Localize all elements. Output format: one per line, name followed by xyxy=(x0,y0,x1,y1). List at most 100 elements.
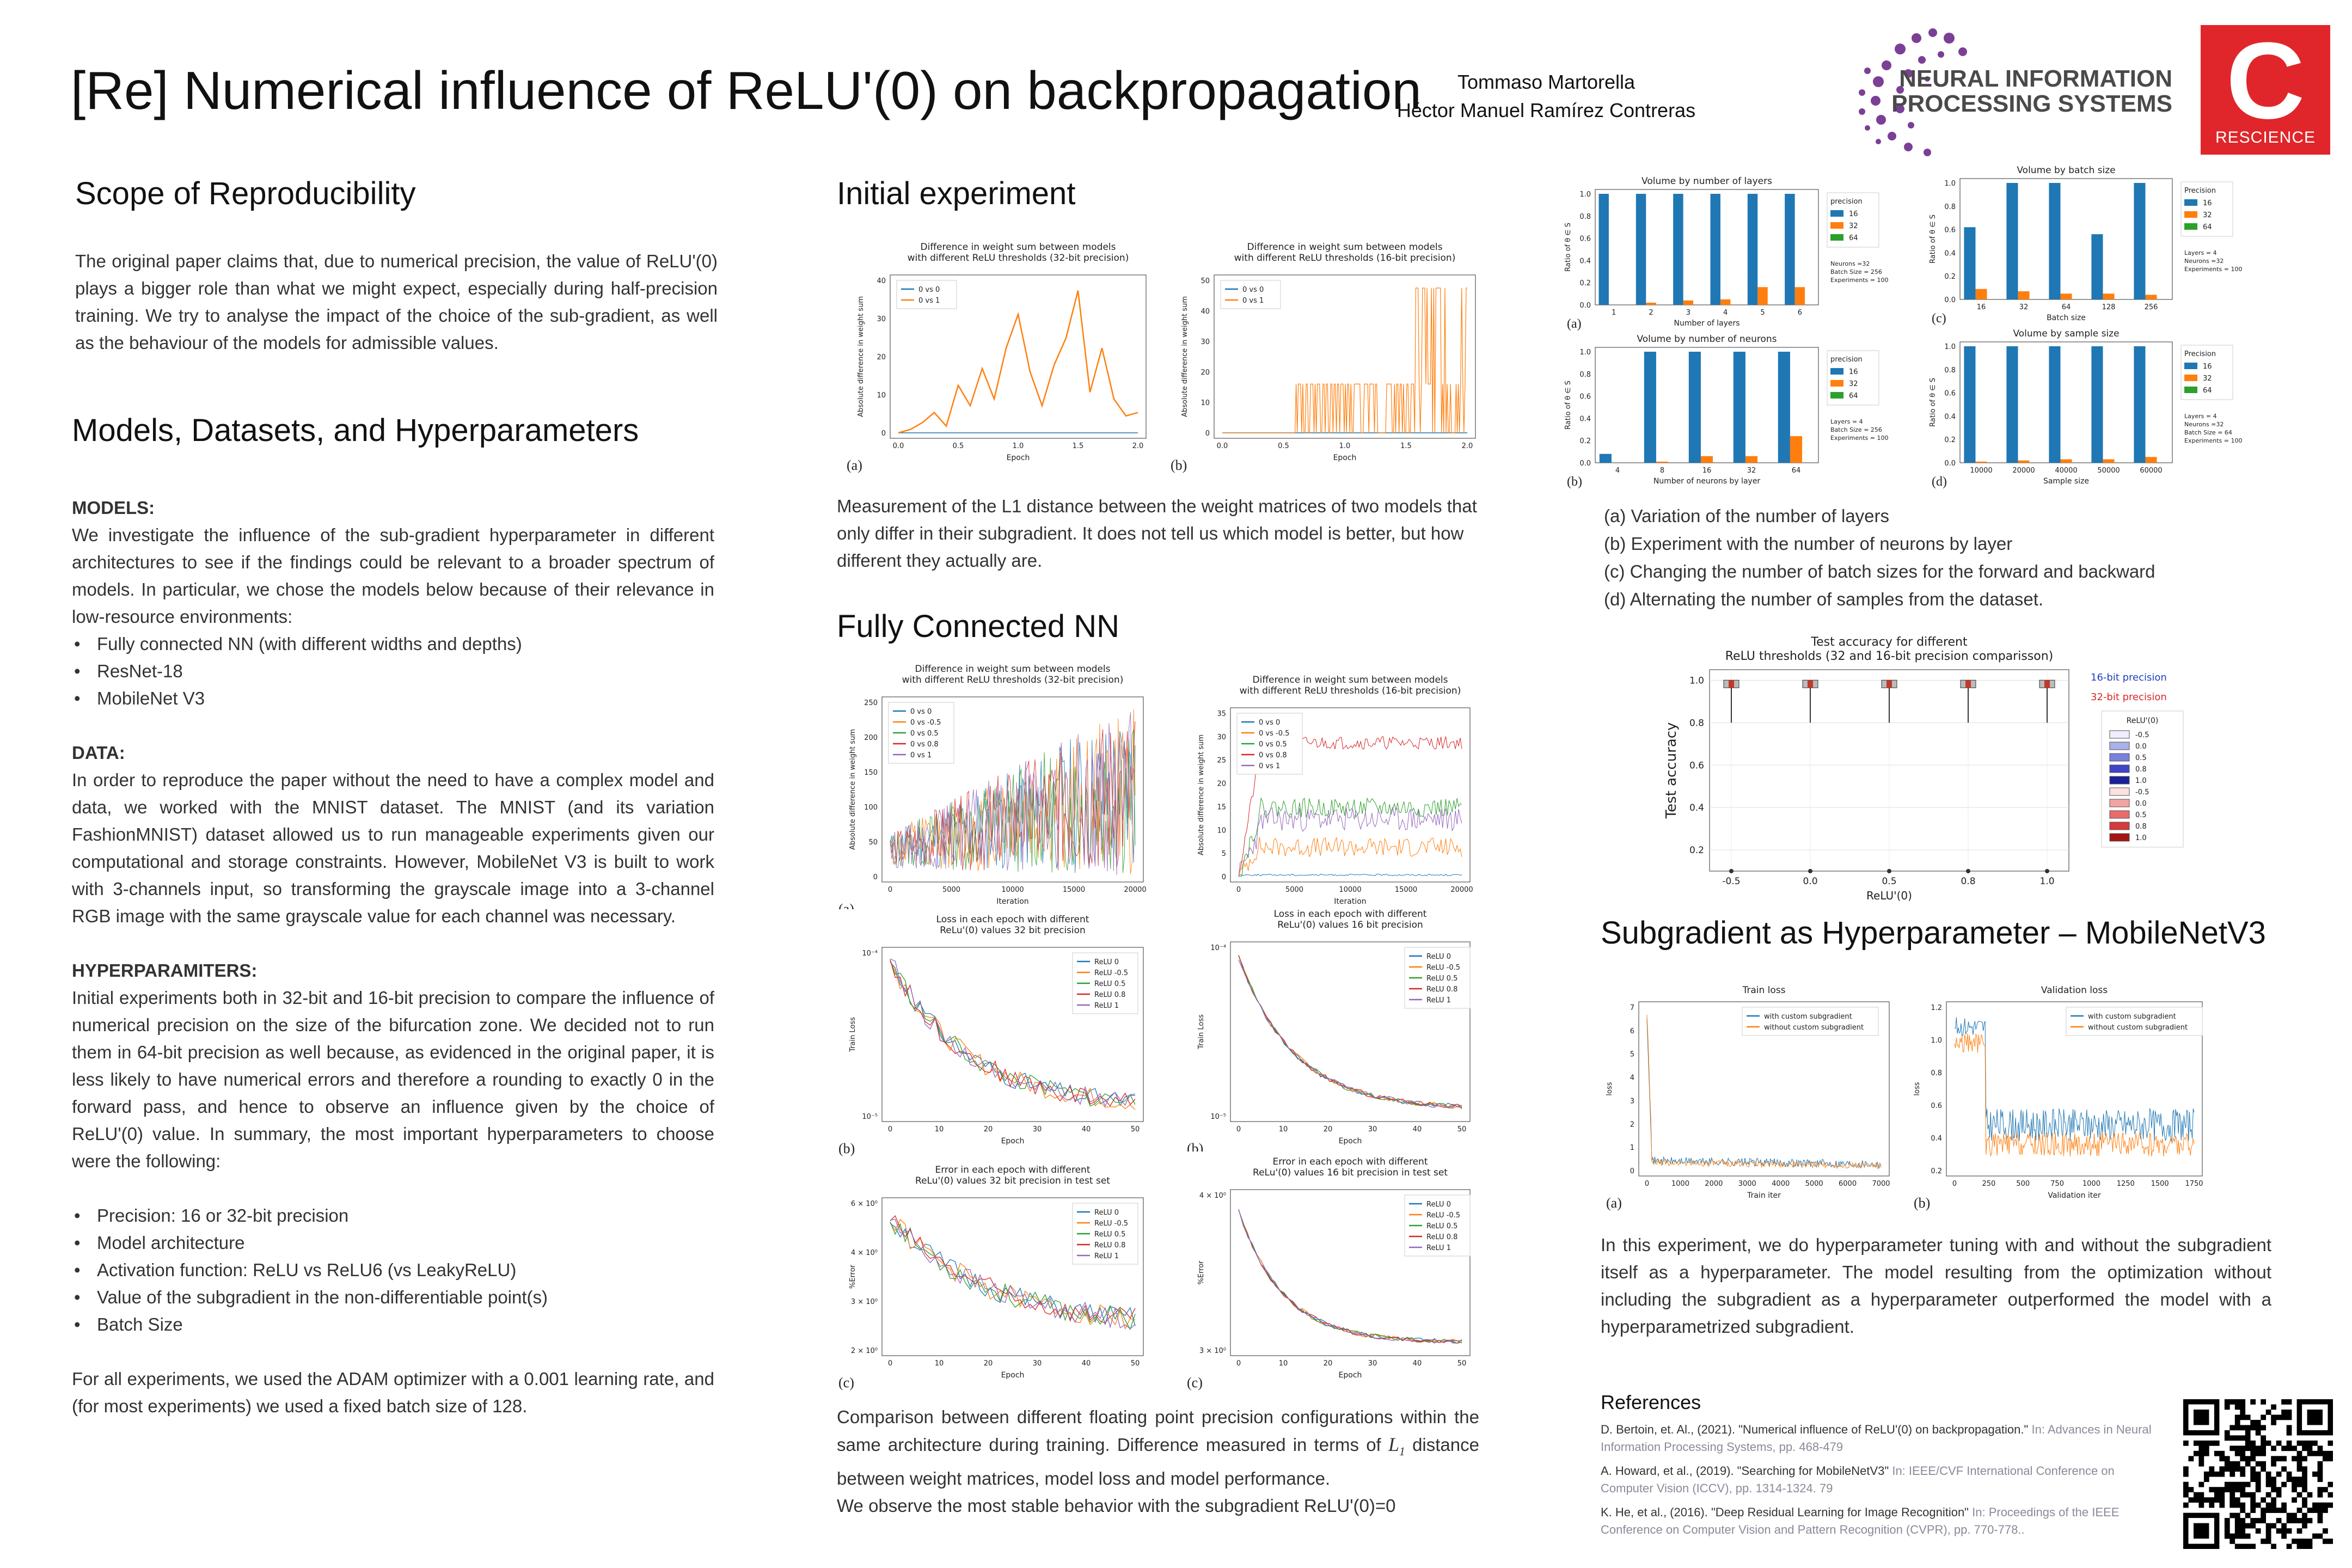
qr-module xyxy=(2219,1497,2225,1503)
qr-module xyxy=(2271,1523,2276,1529)
axis-label: Ratio of θ ∈ S xyxy=(1564,223,1572,272)
qr-module xyxy=(2183,1440,2189,1446)
qr-module xyxy=(2302,1502,2307,1508)
axis-label: Absolute difference in weight sum xyxy=(857,296,865,417)
panel-label: (a) xyxy=(1567,317,1582,331)
tick-label: 4000 xyxy=(1772,1180,1790,1188)
tick-label: 40000 xyxy=(2055,467,2077,475)
qr-module xyxy=(2250,1399,2256,1405)
series-line xyxy=(890,960,1136,1107)
qr-module xyxy=(2317,1487,2323,1492)
initial-heading: Initial experiment xyxy=(837,176,1076,211)
tick-label: 0.2 xyxy=(1579,437,1591,445)
tick-label: 10 xyxy=(935,1359,944,1368)
tick-label: 5000 xyxy=(1285,886,1303,894)
tick-label: 1000 xyxy=(1671,1180,1689,1188)
chart-note: Experiments = 100 xyxy=(2184,266,2243,273)
outlier-point xyxy=(1729,869,1734,873)
tick-label: 0.5 xyxy=(1882,876,1896,887)
qr-module xyxy=(2317,1518,2323,1523)
qr-module xyxy=(2296,1543,2302,1549)
tick-label: 128 xyxy=(2102,303,2116,311)
legend-label: ReLU 0.5 xyxy=(1094,980,1125,988)
chart-title: Error in each epoch with different xyxy=(935,1165,1091,1175)
qr-module xyxy=(2224,1430,2230,1436)
qr-module xyxy=(2276,1508,2282,1513)
qr-module xyxy=(2296,1440,2302,1446)
tick-label: 30 xyxy=(1368,1359,1377,1368)
tick-label: 500 xyxy=(2016,1180,2030,1188)
models-label: MODELS: xyxy=(72,498,155,518)
tick-label: 0.4 xyxy=(1931,1135,1942,1143)
legend-label: 0.0 xyxy=(2135,800,2147,808)
tick-label: 6000 xyxy=(1839,1180,1857,1188)
qr-module xyxy=(2240,1409,2246,1415)
qr-code-icon[interactable] xyxy=(2183,1399,2333,1549)
axis-label: Iteration xyxy=(996,897,1028,906)
qr-module xyxy=(2255,1425,2261,1431)
tick-label: 0 xyxy=(1645,1180,1649,1188)
tick-label: 10 xyxy=(935,1125,944,1134)
tick-label: 2 xyxy=(1630,1120,1634,1129)
chart-title: Volume by number of neurons xyxy=(1637,334,1777,345)
tick-label: 0.2 xyxy=(1944,273,1956,281)
bar xyxy=(2103,293,2115,299)
qr-module xyxy=(2271,1497,2276,1503)
qr-module xyxy=(2219,1502,2225,1508)
tick-label: 0.6 xyxy=(1579,393,1591,401)
legend-label: -0.5 xyxy=(2135,788,2149,797)
chart-title: ReLu'(0) values 32 bit precision in test… xyxy=(915,1175,1110,1186)
series-line xyxy=(1238,1209,1462,1344)
tick-label: 1.0 xyxy=(1944,343,1956,351)
panel-label: (c) xyxy=(838,1375,854,1391)
tick-label: 0.5 xyxy=(953,442,964,450)
plot-frame xyxy=(1595,189,1819,305)
list-item: (c) Changing the number of batch sizes f… xyxy=(1604,561,2155,581)
qr-module xyxy=(2245,1425,2251,1431)
qr-module xyxy=(2214,1497,2220,1503)
qr-module xyxy=(2230,1492,2235,1498)
qr-module xyxy=(2224,1435,2230,1441)
legend-label: 32 xyxy=(2203,375,2212,383)
list-item: ResNet-18 xyxy=(72,658,714,685)
qr-module xyxy=(2250,1508,2256,1513)
series-line xyxy=(890,961,1136,1110)
legend-title: precision xyxy=(1830,198,1863,206)
tick-label: 2.0 xyxy=(1132,442,1144,450)
legend-label: ReLU 0 xyxy=(1426,1200,1451,1209)
chart-title: ReLu'(0) values 16 bit precision xyxy=(1277,920,1423,930)
outlier-point xyxy=(1887,869,1891,873)
qr-module xyxy=(2292,1481,2297,1487)
list-item: Batch Size xyxy=(72,1311,714,1338)
legend-label: 0 vs 1 xyxy=(1259,762,1280,770)
series-line xyxy=(890,1215,1136,1324)
tick-label: 3000 xyxy=(1738,1180,1756,1188)
tick-label: 5 xyxy=(1760,309,1765,317)
chart-note: Experiments = 100 xyxy=(1830,277,1889,284)
legend-swatch xyxy=(2184,199,2197,206)
reference-source: In: Advances in Neural Information Proce… xyxy=(1601,1423,2152,1454)
qr-module xyxy=(2234,1523,2240,1529)
qr-module xyxy=(2250,1471,2256,1477)
series-line xyxy=(1238,955,1462,1108)
qr-module xyxy=(2312,1502,2318,1508)
bar xyxy=(2134,346,2146,463)
bar xyxy=(2145,295,2157,299)
bar xyxy=(1700,456,1713,463)
l1-subscript: 1 xyxy=(1399,1444,1405,1459)
qr-module xyxy=(2286,1471,2292,1477)
qr-module xyxy=(2214,1440,2220,1446)
legend-swatch xyxy=(1830,222,1843,229)
bar xyxy=(1975,461,1987,463)
qr-module xyxy=(2265,1539,2271,1544)
list-item: (b) Experiment with the number of neuron… xyxy=(1604,534,2013,554)
qr-module xyxy=(2188,1487,2194,1492)
qr-module xyxy=(2245,1481,2251,1487)
series-line xyxy=(1238,1209,1462,1344)
list-item: Fully connected NN (with different width… xyxy=(72,630,714,658)
legend-label: -0.5 xyxy=(2135,731,2149,739)
legend-swatch xyxy=(2184,211,2197,218)
tick-label: 5000 xyxy=(1805,1180,1823,1188)
tick-label: 0.0 xyxy=(1579,302,1591,310)
qr-module xyxy=(2271,1508,2276,1513)
